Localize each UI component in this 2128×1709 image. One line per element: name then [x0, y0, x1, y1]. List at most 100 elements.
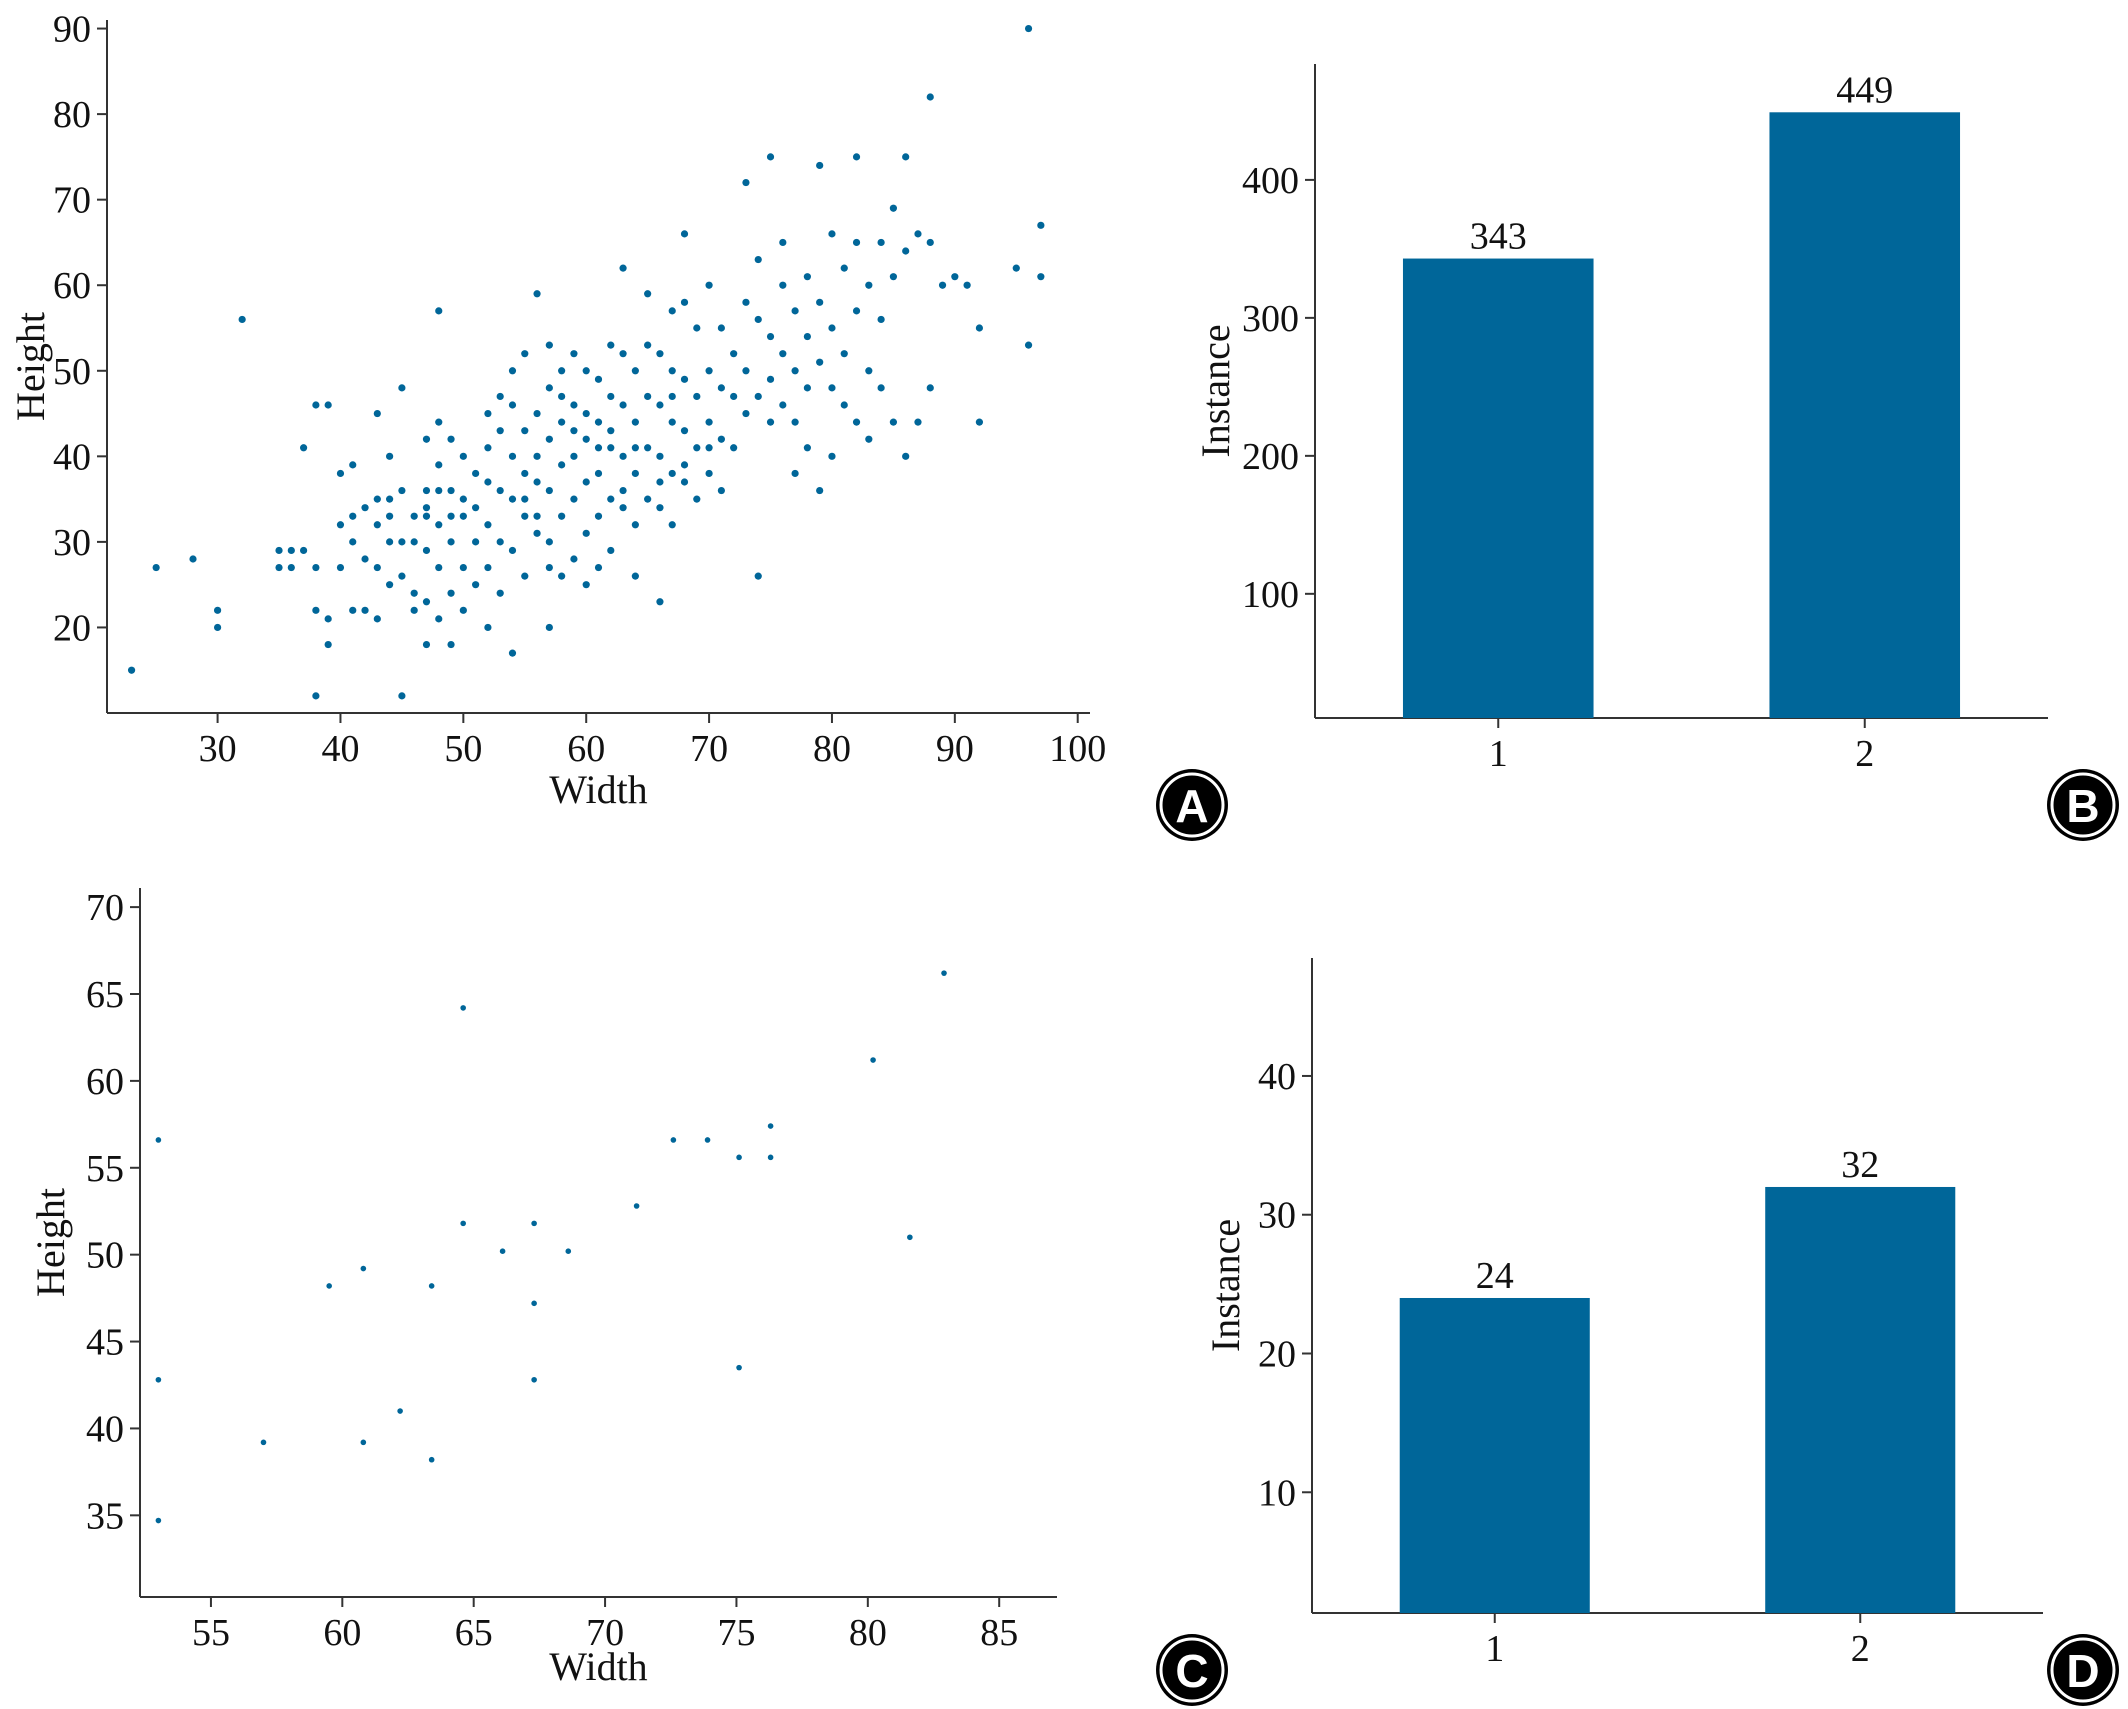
x-tick-label: 60	[567, 728, 605, 770]
scatter-point	[870, 1057, 876, 1063]
scatter-point	[607, 341, 615, 349]
scatter-point	[607, 444, 615, 452]
badge-ring	[1159, 772, 1225, 838]
scatter-point	[275, 563, 283, 572]
scatter-point	[668, 469, 676, 478]
scatter-point	[558, 512, 566, 520]
scatter-point	[941, 970, 947, 976]
scatter-point	[907, 1234, 913, 1241]
scatter-point	[570, 452, 578, 460]
scatter-point	[607, 392, 615, 401]
scatter-point	[730, 444, 738, 452]
scatter-point	[459, 452, 467, 460]
x-tick-label: 1	[1485, 1628, 1504, 1670]
scatter-point	[742, 178, 750, 187]
scatter-point	[607, 495, 615, 503]
scatter-point	[840, 401, 848, 409]
y-tick-label: 100	[1242, 574, 1299, 616]
scatter-point	[754, 315, 762, 324]
scatter-point	[767, 1154, 774, 1161]
scatter-point	[1012, 264, 1020, 272]
scatter-point	[914, 418, 922, 426]
scatter-point	[287, 546, 295, 555]
bar-data-label: 24	[1476, 1255, 1514, 1297]
scatter-point	[680, 427, 689, 435]
scatter-point	[484, 444, 492, 452]
scatter-point	[889, 204, 898, 212]
scatter-point	[766, 153, 775, 161]
scatter-point	[275, 546, 283, 555]
scatter-point	[582, 409, 590, 418]
scatter-point	[533, 529, 541, 537]
y-tick-label: 30	[1258, 1195, 1296, 1237]
scatter-point	[558, 367, 566, 375]
x-tick-label: 30	[199, 728, 237, 770]
scatter-point	[877, 315, 885, 324]
scatter-point	[558, 392, 566, 401]
scatter-point	[447, 512, 455, 520]
scatter-point	[410, 512, 418, 520]
badge-ring	[1159, 1637, 1225, 1703]
scatter-point	[619, 486, 627, 495]
scatter-point	[349, 512, 357, 520]
y-tick-label: 50	[86, 1235, 124, 1277]
badge-circle	[1156, 769, 1228, 841]
scatter-point	[521, 572, 529, 580]
scatter-point	[496, 486, 504, 495]
scatter-point	[397, 1408, 403, 1414]
scatter-point	[766, 332, 775, 341]
y-axis-title: Instance	[1193, 324, 1238, 457]
scatter-point	[656, 598, 664, 606]
x-tick-label: 1	[1489, 733, 1508, 775]
scatter-point	[767, 1123, 774, 1129]
scatter-point	[877, 384, 885, 392]
scatter-point	[545, 341, 553, 349]
scatter-point	[521, 495, 529, 503]
scatter-point	[1037, 273, 1045, 281]
y-axis-title: Instance	[1203, 1219, 1248, 1352]
scatter-point	[570, 495, 578, 503]
scatter-point	[889, 273, 898, 281]
scatter-point	[435, 418, 443, 426]
scatter-point	[803, 273, 811, 281]
scatter-point	[742, 409, 750, 418]
scatter-point	[189, 555, 197, 563]
scatter-point	[705, 367, 713, 375]
scatter-point	[545, 384, 553, 392]
x-tick-label: 80	[813, 728, 851, 770]
scatter-point	[545, 435, 553, 443]
scatter-point	[902, 247, 910, 255]
scatter-point	[1024, 341, 1033, 349]
y-tick-label: 45	[86, 1322, 124, 1364]
scatter-point	[508, 546, 517, 555]
scatter-point	[791, 367, 799, 375]
scatter-point	[428, 1456, 435, 1463]
scatter-point	[779, 238, 787, 247]
scatter-point	[152, 563, 160, 572]
scatter-point	[326, 1283, 332, 1289]
scatter-point	[435, 461, 443, 469]
scatter-point	[373, 563, 381, 572]
scatter-point	[644, 341, 652, 349]
scatter-point	[619, 350, 627, 358]
scatter-point	[865, 281, 873, 289]
scatter-point	[508, 649, 517, 657]
scatter-point	[300, 546, 308, 555]
scatter-point	[754, 572, 762, 580]
scatter-point	[155, 1517, 162, 1524]
scatter-point	[705, 469, 713, 478]
scatter-point	[336, 469, 345, 478]
y-tick-label: 10	[1258, 1472, 1296, 1514]
scatter-point	[545, 486, 553, 495]
scatter-point	[373, 495, 381, 503]
y-tick-label: 40	[86, 1408, 124, 1450]
scatter-point	[570, 401, 578, 409]
scatter-point	[803, 384, 811, 392]
y-tick-label: 40	[1258, 1056, 1296, 1098]
y-axis-title: Height	[8, 312, 53, 421]
x-tick-label: 100	[1049, 728, 1106, 770]
scatter-point	[496, 392, 504, 401]
scatter-point	[704, 1137, 711, 1143]
scatter-point	[531, 1220, 537, 1227]
